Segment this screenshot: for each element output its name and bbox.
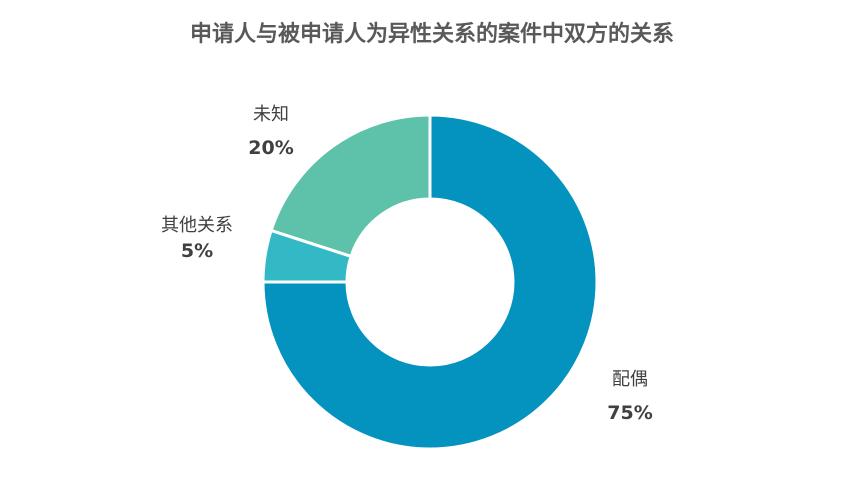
slice-label-value-0: 75%: [607, 402, 652, 424]
slice-0: [261, 113, 599, 451]
chart-title: 申请人与被申请人为异性关系的案件中双方的关系: [189, 22, 674, 47]
slice-label-name-2: 未知: [253, 104, 289, 125]
slice-label-value-1: 5%: [181, 240, 213, 262]
slice-label-name-1: 其他关系: [161, 215, 233, 236]
slice-label-name-0: 配偶: [612, 369, 648, 390]
slice-2: [269, 113, 432, 259]
slice-label-value-2: 20%: [248, 137, 293, 159]
